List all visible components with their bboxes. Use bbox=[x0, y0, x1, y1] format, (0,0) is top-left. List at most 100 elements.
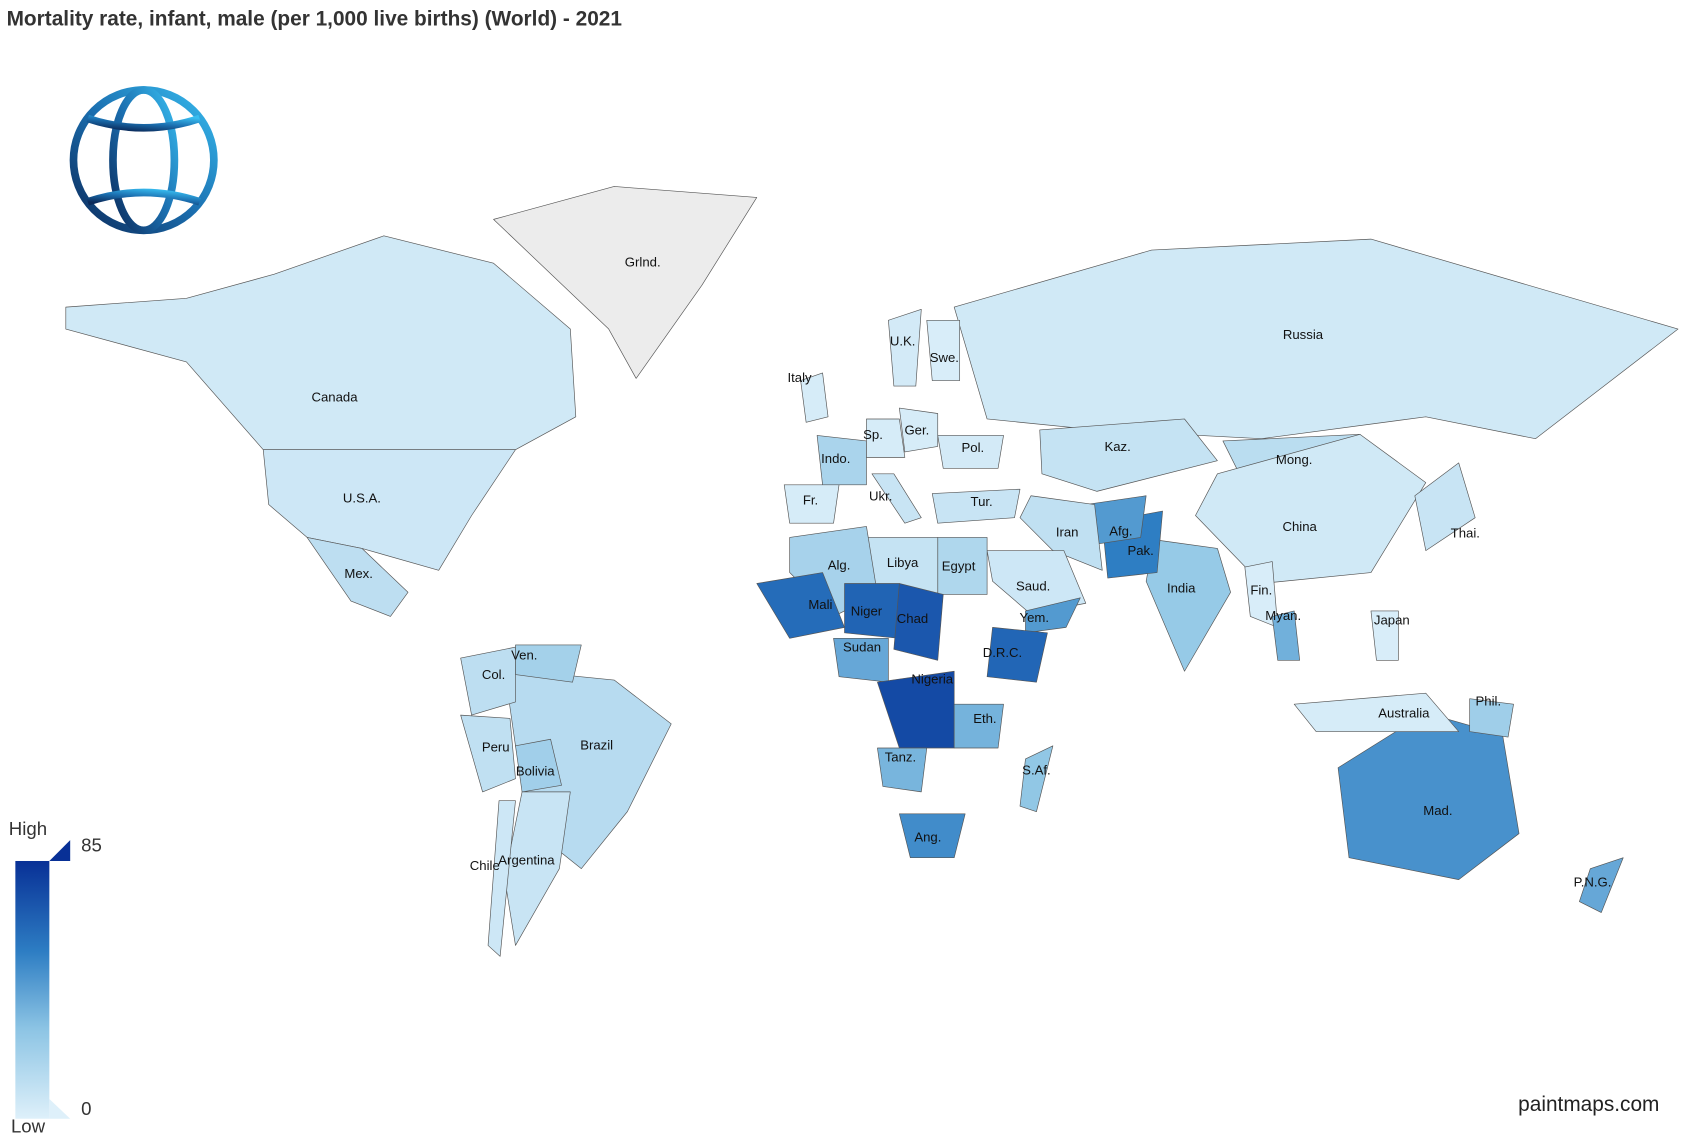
legend-min: 0 bbox=[81, 1098, 91, 1119]
country-label: Peru bbox=[482, 739, 510, 754]
country bbox=[1337, 712, 1520, 880]
country bbox=[800, 372, 829, 423]
country bbox=[1469, 698, 1514, 738]
legend: High 85 0 Low bbox=[9, 818, 102, 1133]
country-label: Pol. bbox=[962, 440, 985, 455]
country bbox=[1370, 610, 1399, 661]
country-label: Nigeria bbox=[911, 671, 953, 686]
country-label: Indo. bbox=[821, 451, 850, 466]
country bbox=[816, 435, 867, 486]
country bbox=[493, 186, 758, 379]
country-label: P.N.G. bbox=[1574, 874, 1612, 889]
country bbox=[1579, 857, 1624, 913]
country-label: Argentina bbox=[498, 852, 555, 867]
country-label: Fr. bbox=[803, 493, 818, 508]
country-label: Fin. bbox=[1250, 583, 1272, 598]
country-label: Australia bbox=[1378, 705, 1430, 720]
country-label: Canada bbox=[311, 390, 358, 405]
country bbox=[1195, 434, 1427, 584]
country bbox=[871, 473, 922, 524]
country-label: S.Af. bbox=[1022, 763, 1051, 778]
country-label: Swe. bbox=[930, 350, 959, 365]
country-label: Bolivia bbox=[516, 764, 555, 779]
country-labels: Canada U.S.A. Mex. Grlnd. Brazil Col. Ven. Peru… bbox=[311, 255, 1611, 890]
country-label: Mong. bbox=[1276, 452, 1313, 467]
country bbox=[65, 235, 577, 451]
country bbox=[937, 435, 1004, 469]
country bbox=[306, 537, 409, 617]
country bbox=[893, 583, 944, 661]
country-label: Ang. bbox=[914, 829, 941, 844]
country bbox=[460, 714, 516, 793]
country-label: Mad. bbox=[1423, 803, 1452, 818]
country-label: Afg. bbox=[1109, 523, 1132, 538]
country-label: Yem. bbox=[1020, 610, 1050, 625]
country-label: Chile bbox=[470, 858, 500, 873]
country-label: Sp. bbox=[863, 427, 883, 442]
country-label: Libya bbox=[887, 555, 919, 570]
country bbox=[515, 738, 562, 793]
country bbox=[866, 418, 906, 458]
country bbox=[460, 646, 516, 716]
country bbox=[953, 703, 1004, 749]
country-label: Russia bbox=[1283, 327, 1324, 342]
country-label: Phil. bbox=[1476, 693, 1502, 708]
country-label: Iran bbox=[1056, 525, 1079, 540]
country-label: Myan. bbox=[1265, 608, 1301, 623]
country-label: Tur. bbox=[971, 494, 993, 509]
country-label: Tanz. bbox=[885, 749, 916, 764]
country-label: Ven. bbox=[511, 647, 537, 662]
credit: paintmaps.com bbox=[1518, 1093, 1659, 1116]
country-label: Pak. bbox=[1127, 543, 1153, 558]
country-label: Japan bbox=[1374, 612, 1410, 627]
country bbox=[1293, 692, 1460, 732]
legend-bar bbox=[15, 860, 50, 1119]
legend-low-marker bbox=[49, 1098, 71, 1119]
country bbox=[1414, 462, 1476, 551]
country-label: Ger. bbox=[904, 423, 929, 438]
country-label: Brazil bbox=[580, 737, 613, 752]
legend-high: High bbox=[9, 818, 47, 839]
country-label: Saud. bbox=[1016, 578, 1050, 593]
countries bbox=[65, 186, 1679, 957]
country-label: Ukr. bbox=[869, 488, 892, 503]
legend-max: 85 bbox=[81, 835, 102, 856]
country-label: U.S.A. bbox=[343, 491, 381, 506]
country-label: China bbox=[1282, 519, 1317, 534]
country-label: Italy bbox=[787, 370, 812, 385]
country bbox=[1145, 539, 1231, 672]
country-label: Col. bbox=[482, 667, 505, 682]
title: Mortality rate, infant, male (per 1,000 … bbox=[7, 7, 622, 30]
country bbox=[1019, 745, 1054, 812]
country-label: Egypt bbox=[942, 559, 976, 574]
country bbox=[1271, 610, 1301, 661]
country bbox=[262, 449, 516, 571]
logo bbox=[69, 86, 218, 235]
country bbox=[1025, 597, 1081, 634]
country bbox=[899, 407, 939, 453]
country-label: Grlnd. bbox=[625, 255, 661, 270]
country-label: Kaz. bbox=[1104, 439, 1130, 454]
country bbox=[926, 319, 961, 381]
country bbox=[986, 627, 1048, 683]
country bbox=[515, 644, 582, 683]
country-label: Mex. bbox=[344, 566, 373, 581]
legend-high-marker bbox=[49, 840, 71, 861]
country bbox=[1039, 418, 1218, 492]
country-label: Niger bbox=[851, 603, 883, 618]
country-label: U.K. bbox=[890, 334, 916, 349]
country-label: D.R.C. bbox=[983, 645, 1022, 660]
country bbox=[888, 308, 922, 387]
country bbox=[931, 488, 1021, 524]
country bbox=[1019, 495, 1103, 571]
country-label: Thai. bbox=[1451, 526, 1480, 541]
country bbox=[953, 238, 1679, 440]
country bbox=[783, 484, 840, 524]
country bbox=[877, 747, 928, 793]
country-label: India bbox=[1167, 580, 1196, 595]
legend-low: Low bbox=[11, 1115, 46, 1133]
country-label: Chad bbox=[897, 611, 928, 626]
country bbox=[487, 800, 516, 957]
country-label: Eth. bbox=[973, 711, 996, 726]
